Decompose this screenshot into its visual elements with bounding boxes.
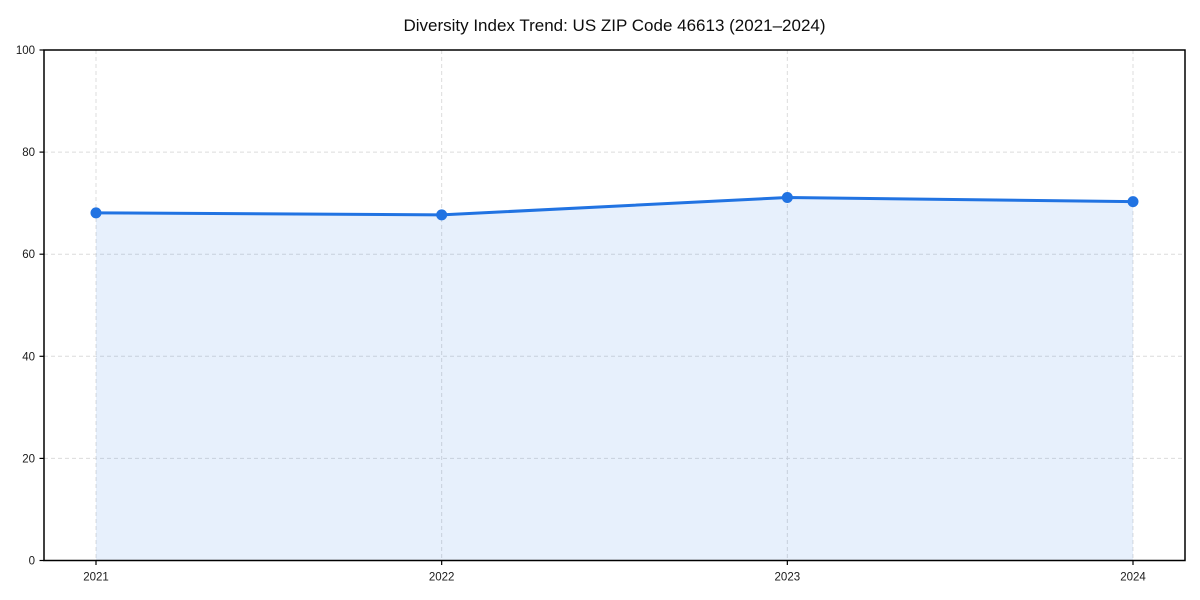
axis-frame-layer — [39, 49, 1186, 565]
data-point — [90, 207, 102, 219]
chart-title: Diversity Index Trend: US ZIP Code 46613… — [403, 16, 825, 35]
data-point — [1127, 196, 1139, 208]
y-tick-label: 80 — [22, 147, 35, 159]
trend-line-layer — [94, 196, 1135, 217]
x-tick-label: 2022 — [429, 572, 455, 584]
data-point — [436, 209, 448, 221]
y-tick-label: 20 — [22, 453, 35, 465]
area-fill — [96, 197, 1133, 561]
data-point — [781, 192, 793, 204]
area-fill-layer — [96, 197, 1133, 561]
tick-labels-layer: 0 20 40 60 80 100 2021 2022 2023 2024 — [16, 45, 1147, 584]
data-points-layer — [90, 192, 1139, 221]
y-tick-label: 40 — [22, 351, 35, 363]
plot-frame — [43, 49, 1186, 562]
x-tick-label: 2021 — [83, 572, 109, 584]
x-tick-label: 2024 — [1120, 572, 1146, 584]
x-tick-label: 2023 — [775, 572, 801, 584]
y-tick-label: 0 — [29, 556, 35, 568]
y-tick-label: 100 — [16, 45, 35, 57]
y-tick-label: 60 — [22, 249, 35, 261]
gridlines-layer — [44, 50, 1185, 561]
trend-line — [94, 196, 1135, 217]
